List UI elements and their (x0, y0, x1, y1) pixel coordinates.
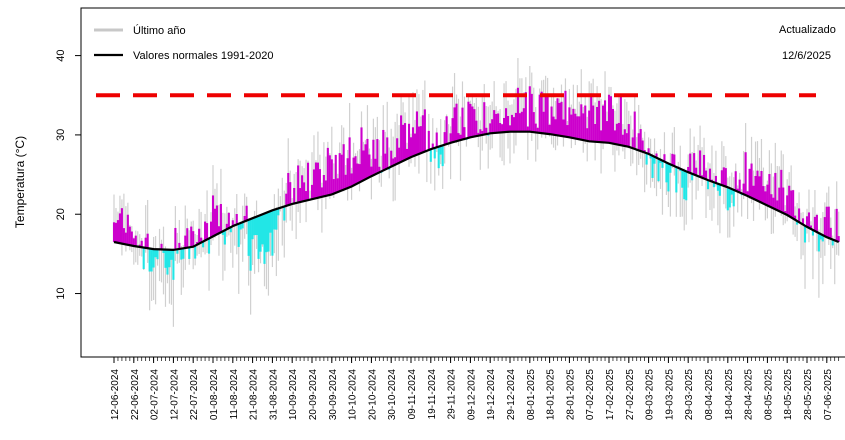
x-tick-label: 17-02-2025 (605, 369, 616, 421)
updated-label: Actualizado (779, 24, 836, 36)
x-tick-label: 09-03-2025 (645, 369, 656, 421)
x-tick-label: 31-08-2024 (268, 369, 279, 421)
x-tick-label: 20-09-2024 (308, 369, 319, 421)
normal-series (113, 130, 840, 252)
x-tick-label: 09-11-2024 (407, 369, 418, 420)
y-tick-label: 30 (55, 129, 67, 141)
x-tick-label: 18-04-2025 (724, 369, 735, 421)
x-tick-label: 12-07-2024 (169, 369, 180, 421)
y-tick-label: 20 (55, 208, 67, 220)
x-tick-label: 29-03-2025 (684, 369, 695, 421)
y-tick-label: 40 (55, 49, 67, 61)
axes: 10 20 30 40 12-06-2024 22-06-2024 02-07-2024 12… (55, 7, 845, 421)
plot-frame (80, 7, 845, 358)
x-tick-label: 09-12-2024 (466, 369, 477, 421)
x-tick-label: 10-10-2024 (348, 369, 359, 421)
updated-date: 12/6/2025 (782, 50, 831, 62)
x-tick-label: 20-10-2024 (367, 369, 378, 421)
legend: Último año Valores normales 1991-2020 (94, 24, 273, 62)
x-tick-label: 02-07-2024 (150, 369, 161, 421)
x-tick-label: 30-09-2024 (328, 369, 339, 421)
x-tick-label: 19-12-2024 (486, 369, 497, 421)
x-tick-label: 01-08-2024 (209, 369, 220, 421)
x-tick-label: 08-01-2025 (526, 369, 537, 421)
x-tick-label: 18-01-2025 (546, 369, 557, 421)
y-axis-label: Temperatura (°C) (13, 136, 27, 228)
x-tick-label: 29-12-2024 (506, 369, 517, 421)
x-tick-label: 12-06-2024 (110, 369, 121, 421)
x-tick-label: 18-05-2025 (783, 369, 794, 421)
x-tick-label: 08-04-2025 (704, 369, 715, 421)
x-tick-label: 11-08-2024 (229, 369, 240, 420)
x-tick-label: 21-08-2024 (249, 369, 260, 421)
x-tick-label: 08-05-2025 (763, 369, 774, 421)
x-tick-label: 28-04-2025 (744, 369, 755, 421)
normal-line (113, 130, 840, 252)
x-tick-label: 07-06-2025 (823, 369, 834, 421)
x-tick-label: 27-02-2025 (625, 369, 636, 421)
x-tick-label: 29-11-2024 (447, 369, 458, 420)
anomaly-fill-layer (112, 86, 840, 280)
x-tick-label: 19-11-2024 (427, 369, 438, 420)
x-tick-label: 30-10-2024 (387, 369, 398, 421)
x-tick-label: 22-07-2024 (189, 369, 200, 421)
x-tick-label: 10-09-2024 (288, 369, 299, 421)
x-tick-label: 28-01-2025 (565, 369, 576, 421)
y-tick-label: 10 (55, 287, 67, 299)
x-tick-label: 22-06-2024 (130, 369, 141, 421)
x-tick-label: 07-02-2025 (585, 369, 596, 421)
x-tick-label: 19-03-2025 (664, 369, 675, 421)
legend-label: Valores normales 1991-2020 (133, 50, 273, 62)
legend-label: Último año (133, 24, 186, 37)
x-tick-label: 28-05-2025 (803, 369, 814, 421)
